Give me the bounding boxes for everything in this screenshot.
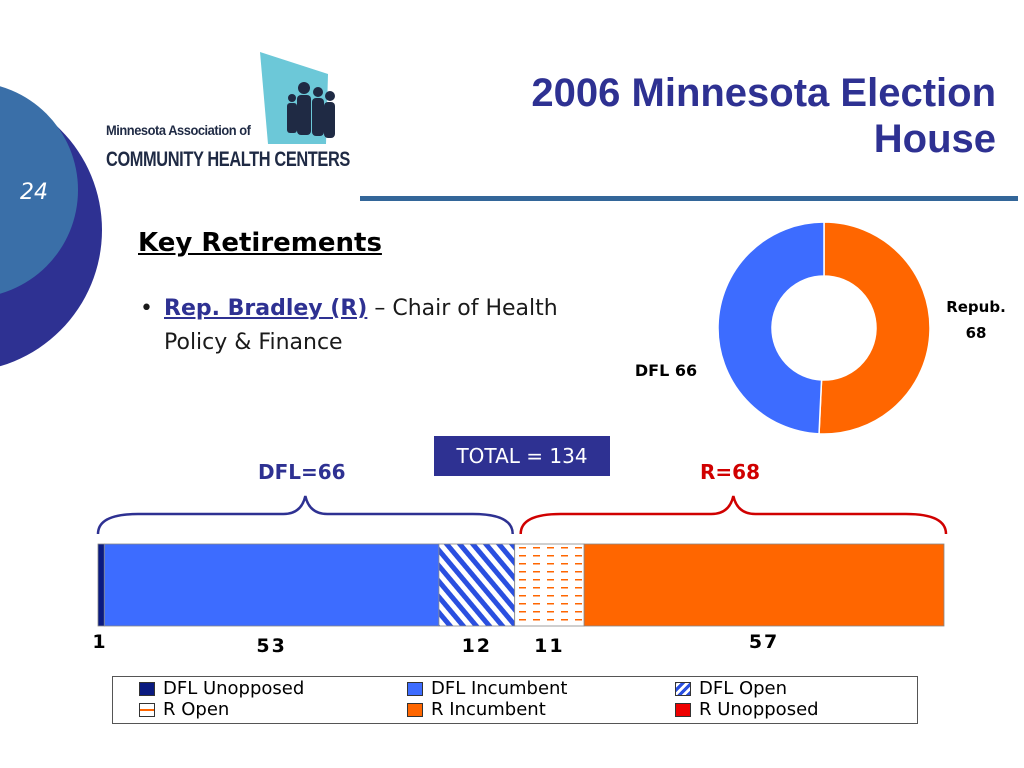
dfl-group-label: DFL=66 <box>258 460 346 484</box>
bar-segment-dfl-unopposed <box>97 543 105 627</box>
legend-label: R Open <box>163 699 230 720</box>
donut-label-repub: Repub. <box>946 298 1006 316</box>
donut-label-repub-value: 68 <box>966 324 987 342</box>
stacked-bar-chart: 1 53 12 11 57 <box>92 543 945 657</box>
bullet-name: Rep. Bradley (R) <box>164 296 368 321</box>
bar-value-label: 11 <box>534 635 564 657</box>
mnachc-logo <box>260 52 335 144</box>
bullet-text: – Chair of Health Policy & Finance <box>164 296 558 355</box>
legend-label: DFL Unopposed <box>163 678 305 699</box>
legend-item-dfl-unopposed: DFL Unopposed <box>139 678 304 699</box>
legend-label: DFL Open <box>699 678 788 699</box>
legend-swatch <box>407 681 423 696</box>
bar-segment-dfl-open <box>438 543 516 627</box>
logo-text-line2: COMMUNITY HEALTH CENTERS <box>106 148 350 171</box>
donut-label-dfl: DFL 66 <box>635 361 697 380</box>
title-divider <box>360 196 1018 201</box>
legend-swatch <box>675 702 691 717</box>
bullet-dot-icon: • <box>140 296 153 321</box>
legend-label: R Incumbent <box>431 699 546 720</box>
legend-item-r-incumbent: R Incumbent <box>407 699 546 720</box>
legend-swatch <box>139 702 155 717</box>
bar-value-label: 12 <box>462 635 492 657</box>
dfl-brace <box>96 495 514 535</box>
title-line-2: House <box>873 117 996 161</box>
people-silhouette-icon <box>287 82 335 138</box>
logo-text-line1: Minnesota Association of <box>106 122 251 138</box>
slide-title: 2006 Minnesota Election House <box>531 70 996 162</box>
bar-value-label: 1 <box>92 631 107 653</box>
bar-value-label: 57 <box>749 631 779 653</box>
donut-slice-0 <box>818 221 931 435</box>
donut-slice-1 <box>717 221 825 435</box>
legend-swatch <box>675 681 691 696</box>
legend-item-dfl-incumbent: DFL Incumbent <box>407 678 568 699</box>
bar-segment-r-incumbent <box>583 543 945 627</box>
chart-legend: DFL Unopposed DFL Incumbent DFL Open R Open… <box>112 676 918 724</box>
r-group-label: R=68 <box>700 460 760 484</box>
legend-label: DFL Incumbent <box>431 678 568 699</box>
legend-label: R Unopposed <box>699 699 819 720</box>
donut-chart: Repub. 68 DFL 66 <box>635 221 1006 435</box>
bullet-item: • Rep. Bradley (R) – Chair of Health Pol… <box>140 292 620 360</box>
group-braces <box>96 495 948 535</box>
legend-swatch <box>407 702 423 717</box>
decor-circle-light <box>0 86 78 294</box>
bar-segment-dfl-incumbent <box>103 543 440 627</box>
legend-item-r-open: R Open <box>139 699 229 720</box>
legend-item-dfl-open: DFL Open <box>675 678 787 699</box>
r-brace <box>519 495 948 535</box>
bar-value-label: 53 <box>256 635 286 657</box>
legend-item-r-unopposed: R Unopposed <box>675 699 819 720</box>
total-badge: TOTAL = 134 <box>434 436 610 476</box>
title-line-1: 2006 Minnesota Election <box>531 71 996 115</box>
section-heading: Key Retirements <box>138 228 382 258</box>
slide-number: 24 <box>20 180 48 205</box>
bar-segment-r-open <box>514 543 585 627</box>
legend-swatch <box>139 681 155 696</box>
